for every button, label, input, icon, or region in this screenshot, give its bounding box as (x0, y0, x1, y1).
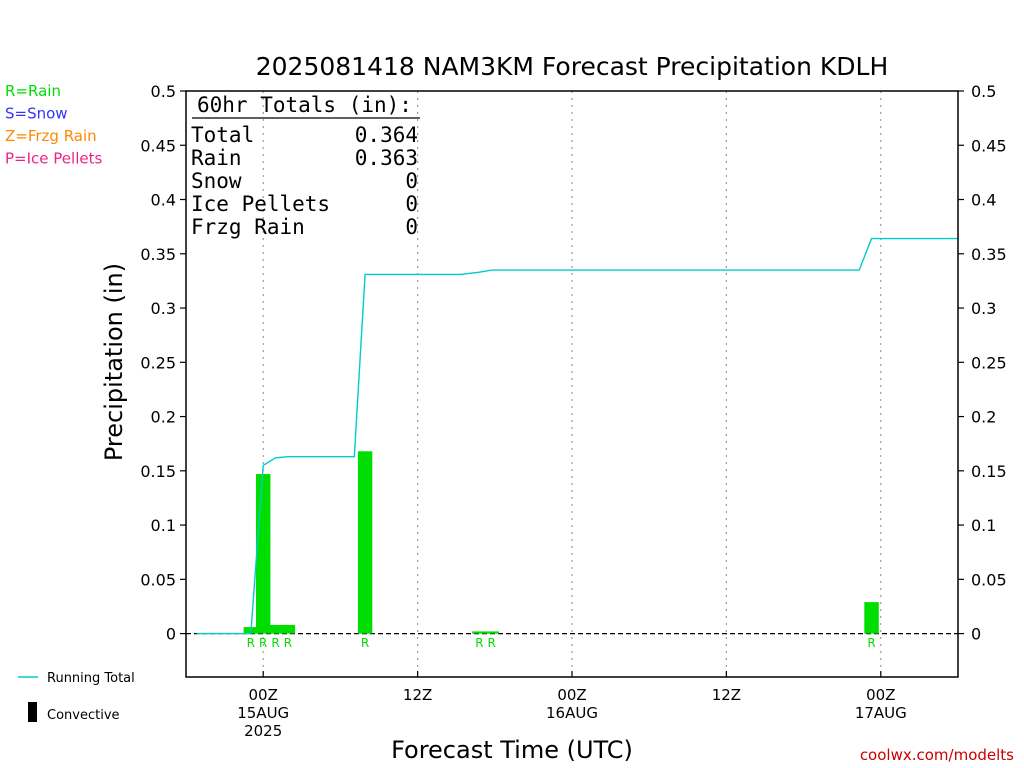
precip-type-key-item: P=Ice Pellets (5, 150, 102, 168)
y-axis-label: Precipitation (in) (100, 263, 128, 461)
totals-row-value: 0 (405, 169, 418, 193)
precip-type-marker: R (361, 636, 369, 650)
legend-convective-label: Convective (47, 708, 120, 723)
x-axis-label: Forecast Time (UTC) (391, 736, 633, 764)
precip-type-marker: R (247, 636, 255, 650)
x-tick-label: 00Z (557, 686, 586, 704)
y-tick-label-left: 0.2 (151, 408, 176, 427)
precip-type-marker: R (867, 636, 875, 650)
precip-type-marker: R (271, 636, 279, 650)
y-tick-label-right: 0.05 (971, 570, 1007, 589)
x-tick-label: 12Z (712, 686, 741, 704)
rain-bar (268, 624, 283, 634)
y-tick-label-left: 0.45 (140, 136, 176, 155)
totals-row-label: Total (191, 123, 254, 147)
y-tick-label-right: 0.5 (971, 82, 996, 101)
precip-type-marker: R (284, 636, 292, 650)
y-tick-label-right: 0.15 (971, 462, 1007, 481)
x-tick-label: 16AUG (546, 704, 598, 722)
y-tick-label-left: 0 (166, 625, 176, 644)
x-tick-label: 17AUG (855, 704, 907, 722)
y-tick-label-left: 0.15 (140, 462, 176, 481)
totals-row-value: 0.363 (355, 146, 418, 170)
x-tick-label: 2025 (244, 722, 282, 740)
precip-type-marker: R (259, 636, 267, 650)
y-tick-label-left: 0.25 (140, 353, 176, 372)
y-tick-label-right: 0.25 (971, 353, 1007, 372)
totals-row-value: 0.364 (355, 123, 418, 147)
chart-title: 2025081418 NAM3KM Forecast Precipitation… (256, 52, 889, 81)
rain-bar (864, 602, 879, 634)
totals-row-label: Frzg Rain (191, 215, 305, 239)
totals-header: 60hr Totals (in): (197, 93, 412, 117)
totals-row-label: Ice Pellets (191, 192, 330, 216)
y-tick-label-right: 0.4 (971, 191, 996, 210)
y-tick-label-left: 0.5 (151, 82, 176, 101)
totals-row-value: 0 (405, 215, 418, 239)
rain-bar (484, 631, 499, 634)
x-tick-label: 00Z (249, 686, 278, 704)
x-tick-label: 00Z (866, 686, 895, 704)
y-tick-label-left: 0.35 (140, 245, 176, 264)
y-tick-label-right: 0.2 (971, 408, 996, 427)
precip-type-key-item: S=Snow (5, 105, 68, 123)
rain-bar (255, 474, 271, 634)
y-tick-label-right: 0 (971, 625, 981, 644)
credit-text: coolwx.com/modelts (860, 746, 1014, 764)
y-tick-label-left: 0.1 (151, 516, 176, 535)
rain-bar (357, 451, 373, 634)
y-tick-label-right: 0.35 (971, 245, 1007, 264)
y-tick-label-left: 0.05 (140, 570, 176, 589)
y-tick-label-left: 0.4 (151, 191, 176, 210)
precip-type-marker: R (488, 636, 496, 650)
totals-row-value: 0 (405, 192, 418, 216)
precip-type-marker: R (475, 636, 483, 650)
precip-type-key-item: Z=Frzg Rain (5, 127, 97, 145)
y-tick-label-left: 0.3 (151, 299, 176, 318)
totals-row-label: Rain (191, 146, 242, 170)
y-tick-label-right: 0.3 (971, 299, 996, 318)
running-total-line (196, 237, 958, 635)
rain-bar (280, 624, 296, 634)
y-tick-label-right: 0.1 (971, 516, 996, 535)
legend-convective-swatch (28, 702, 37, 722)
legend-running-total-label: Running Total (47, 671, 135, 686)
y-tick-label-right: 0.45 (971, 136, 1007, 155)
totals-row-label: Snow (191, 169, 242, 193)
precip-type-key-item: R=Rain (5, 82, 61, 100)
x-tick-label: 15AUG (237, 704, 289, 722)
rain-bar (472, 631, 487, 634)
x-tick-label: 12Z (403, 686, 432, 704)
